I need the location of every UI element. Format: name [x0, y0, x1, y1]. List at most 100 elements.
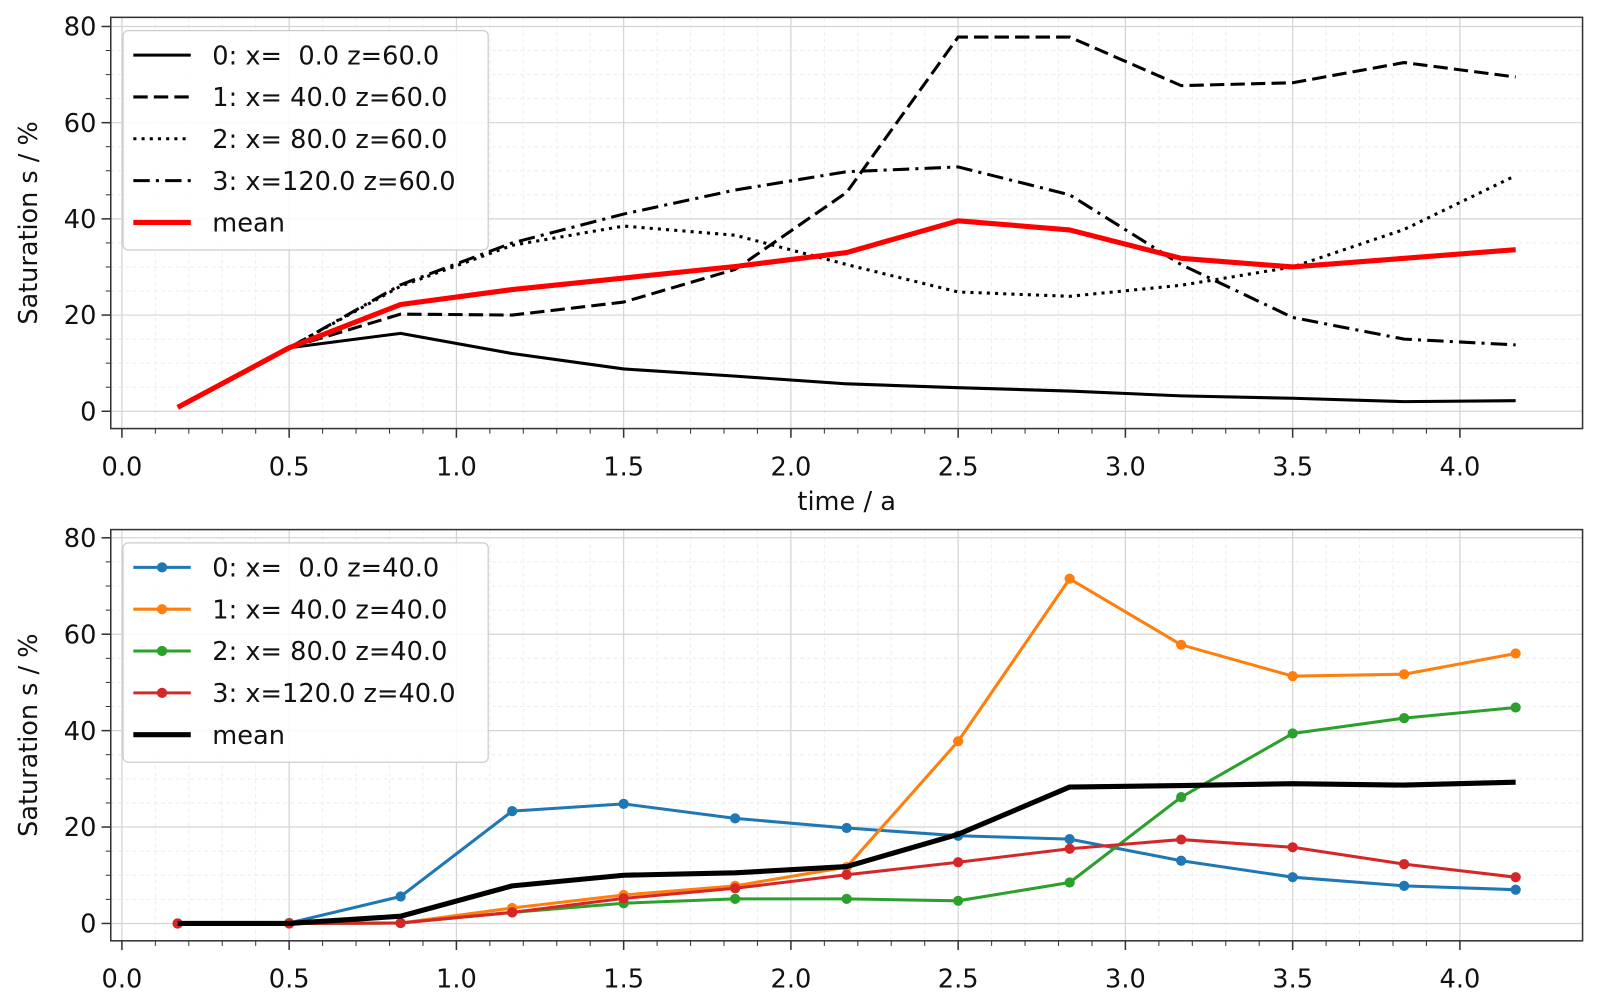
series-marker — [1176, 855, 1187, 866]
x-axis-label: time / a — [797, 487, 896, 517]
x-tick-label: 0.0 — [102, 453, 143, 483]
series-line — [288, 165, 1516, 350]
series-marker — [1064, 833, 1075, 845]
x-tick-label: 0.0 — [102, 965, 143, 995]
x-tick-label: 1.0 — [436, 453, 477, 483]
y-tick-label: 20 — [64, 301, 97, 331]
series-marker — [1064, 877, 1075, 888]
series-marker — [1287, 842, 1298, 853]
x-tick-label: 1.5 — [603, 965, 644, 995]
legend-label: mean — [212, 209, 285, 239]
y-tick-label: 20 — [64, 813, 97, 843]
series-line — [177, 838, 1516, 925]
x-tick-label: 3.5 — [1272, 453, 1313, 483]
series-marker — [1510, 872, 1521, 883]
series-marker — [1176, 792, 1187, 803]
series-marker — [1064, 573, 1075, 584]
series-marker — [953, 895, 964, 906]
x-tick-label: 2.5 — [938, 965, 979, 995]
series-marker — [395, 891, 406, 902]
series-marker — [1510, 702, 1521, 713]
x-tick-label: 0.5 — [269, 965, 310, 995]
y-axis-label: Saturation s / % — [14, 121, 44, 324]
legend-label: 2: x= 80.0 z=60.0 — [212, 125, 447, 155]
series-marker — [1399, 859, 1410, 870]
series — [288, 35, 1516, 350]
series-line — [176, 218, 1516, 410]
series — [288, 331, 1516, 404]
series-marker — [953, 736, 964, 747]
series-marker — [1064, 843, 1075, 854]
series-marker — [1510, 648, 1521, 659]
y-tick-label: 60 — [64, 109, 97, 139]
series-marker — [1287, 872, 1298, 883]
legend-frame — [122, 542, 489, 763]
legend: 0: x= 0.0 z=60.0 1: x= 40.0 z=60.0 2: x= 8… — [122, 30, 489, 251]
series-marker — [730, 893, 741, 904]
series-marker — [618, 798, 629, 810]
y-tick-label: 40 — [64, 205, 97, 235]
x-tick-label: 1.0 — [436, 965, 477, 995]
axes-frame — [110, 16, 1584, 430]
y-tick-label: 0 — [80, 910, 96, 940]
legend-label: 0: x= 0.0 z=60.0 — [212, 41, 439, 71]
legend-label: 3: x=120.0 z=60.0 — [212, 167, 455, 197]
series — [172, 834, 1521, 929]
x-tick-label: 4.0 — [1440, 965, 1481, 995]
series-marker — [1399, 712, 1410, 724]
y-tick-label: 80 — [64, 524, 97, 554]
x-tick-label: 2.0 — [771, 453, 812, 483]
x-tick-label: 3.5 — [1272, 965, 1313, 995]
series-marker — [1176, 834, 1187, 845]
y-tick-label: 80 — [64, 13, 97, 43]
series — [176, 218, 1516, 410]
y-tick-label: 0 — [80, 397, 96, 427]
legend-marker — [156, 562, 168, 573]
series-marker — [1399, 880, 1410, 891]
series-marker — [507, 806, 518, 817]
series-marker — [841, 822, 852, 834]
legend: 0: x= 0.0 z=40.0 1: x= 40.0 z=40.0 2: x= 8… — [122, 542, 489, 763]
legend-label: 0: x= 0.0 z=40.0 — [212, 554, 439, 584]
legend-label: 3: x=120.0 z=40.0 — [212, 679, 455, 709]
series — [288, 165, 1516, 350]
series-marker — [953, 857, 964, 868]
series-marker — [1399, 669, 1410, 680]
y-axis-label: Saturation s / % — [14, 634, 44, 837]
legend-marker — [156, 604, 168, 615]
legend-label: 1: x= 40.0 z=40.0 — [212, 595, 447, 625]
legend-label: 1: x= 40.0 z=60.0 — [212, 83, 447, 113]
series-marker — [1287, 728, 1298, 739]
y-tick-label: 60 — [64, 620, 97, 650]
x-tick-label: 4.0 — [1440, 453, 1481, 483]
x-tick-label: 3.0 — [1105, 965, 1146, 995]
legend-label: mean — [212, 721, 285, 751]
legend-label: 2: x= 80.0 z=40.0 — [212, 637, 447, 667]
x-tick-label: 3.0 — [1105, 453, 1146, 483]
series-line — [288, 331, 1516, 404]
series — [177, 779, 1516, 927]
series-marker — [1510, 884, 1521, 895]
series-line — [288, 35, 1516, 350]
series-marker — [730, 883, 741, 894]
series-marker — [507, 907, 518, 918]
series-marker — [730, 813, 741, 824]
x-tick-label: 0.5 — [269, 453, 310, 483]
legend-frame — [122, 30, 489, 251]
series-marker — [395, 917, 406, 929]
legend-marker — [156, 687, 168, 698]
series-marker — [841, 869, 852, 880]
x-tick-label: 2.0 — [771, 965, 812, 995]
series-marker — [1176, 639, 1187, 650]
legend-marker — [156, 645, 168, 657]
series-marker — [841, 893, 852, 904]
axes-frame — [110, 528, 1584, 942]
x-tick-label: 2.5 — [938, 453, 979, 483]
y-tick-label: 40 — [64, 717, 97, 747]
series-line — [177, 779, 1516, 927]
series-marker — [1287, 671, 1298, 682]
x-tick-label: 1.5 — [603, 453, 644, 483]
series-marker — [618, 893, 629, 904]
